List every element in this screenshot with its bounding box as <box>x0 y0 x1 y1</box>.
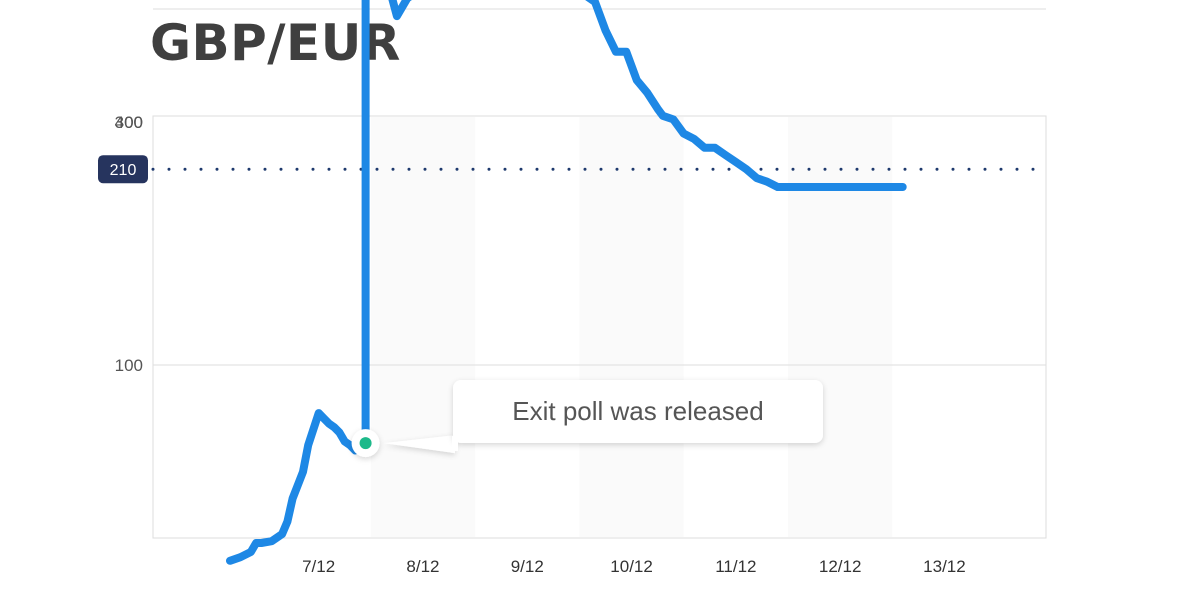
day-band <box>579 117 684 537</box>
annotation-label: Exit poll was released <box>512 396 763 426</box>
reference-badge <box>98 155 148 184</box>
day-bands <box>370 117 893 537</box>
annotation-pointer-joint <box>452 436 458 452</box>
x-tick-label: 7/12 <box>302 557 335 576</box>
x-axis-ticks: 7/12 8/12 9/12 10/12 11/12 12/12 13/12 <box>302 557 966 576</box>
chart-title: GBP/EUR <box>150 14 401 72</box>
x-tick-label: 10/12 <box>610 557 653 576</box>
x-tick-label: 13/12 <box>923 557 966 576</box>
x-tick-label: 12/12 <box>819 557 862 576</box>
x-tick-label: 8/12 <box>406 557 439 576</box>
annotation-box <box>453 380 823 443</box>
day-band <box>788 117 893 537</box>
annotation-marker-dot <box>359 437 372 450</box>
annotation-group: Exit poll was released <box>351 380 823 458</box>
annotation-pointer <box>383 435 455 454</box>
y-tick-label: 100 <box>115 356 143 375</box>
reference-badge-label: 210 <box>110 162 137 179</box>
reference-line-group: 210 <box>98 155 1038 184</box>
series-line-gbp-eur <box>226 0 907 565</box>
day-band <box>370 117 476 537</box>
y-tick-label: 300 <box>115 113 143 132</box>
y-tick-label: 400 <box>115 113 143 132</box>
x-tick-label: 11/12 <box>715 557 756 576</box>
x-tick-label: 9/12 <box>511 557 544 576</box>
